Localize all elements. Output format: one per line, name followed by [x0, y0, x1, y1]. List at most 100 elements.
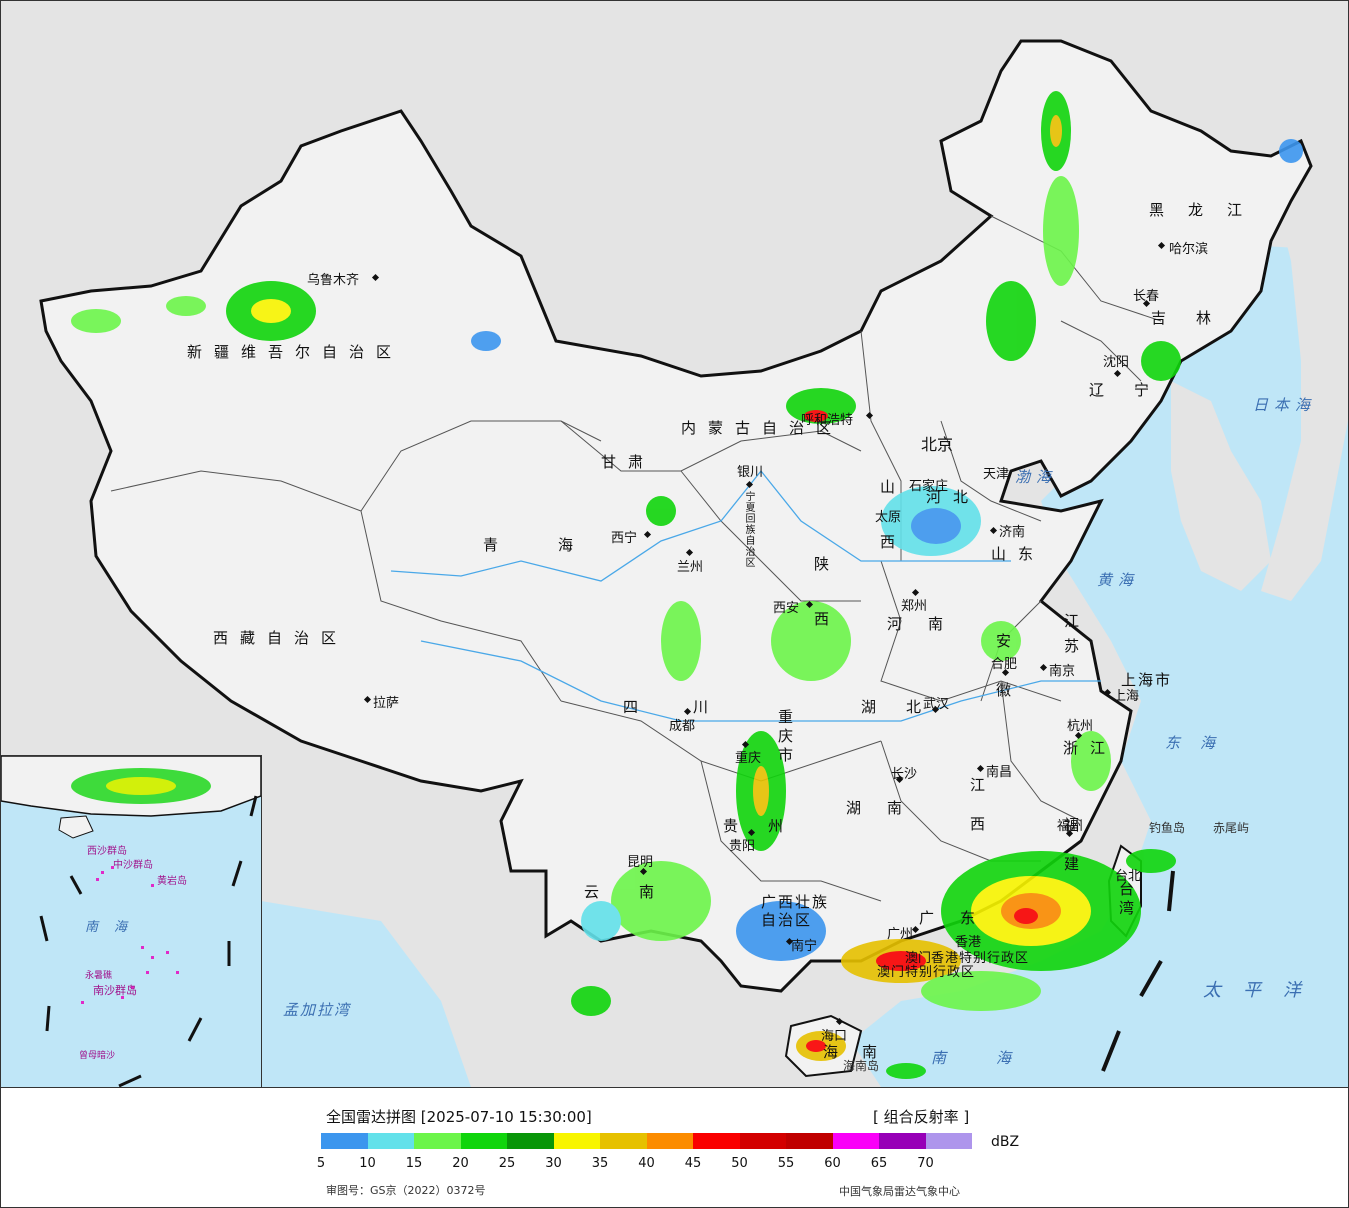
legend-swatch — [367, 1133, 414, 1149]
province-label-macao: 澳门特别行政区 — [877, 965, 976, 980]
city-label-chongqing: 重庆 — [735, 751, 762, 766]
city-label-yinchuan: 银川 — [737, 465, 764, 480]
legend-swatch — [879, 1133, 926, 1149]
legend-swatch — [693, 1133, 740, 1149]
city-label-taiyuan: 太原 — [875, 510, 902, 525]
review-number: 审图号：GS京（2022）0372号 — [326, 1184, 486, 1197]
radar-map: 新疆维吾尔自治区 西藏自治区 青海 甘肃 内蒙古自治区 黑龙江 吉林 辽宁 河北… — [1, 1, 1348, 1087]
province-label-jiangsu: 江苏 — [1062, 613, 1080, 663]
province-label-hainan: 海南 — [823, 1043, 902, 1061]
province-label-shanxi: 山西 — [878, 479, 896, 589]
city-label-lhasa: 拉萨 — [373, 696, 400, 711]
province-label-liaoning: 辽宁 — [1089, 381, 1180, 399]
legend-tick-label: 65 — [870, 1156, 888, 1171]
city-label-zhengzhou: 郑州 — [901, 599, 928, 614]
legend-tick-label: 5 — [316, 1156, 326, 1171]
sea-label-bay-of-bengal: 孟加拉湾 — [283, 1001, 352, 1019]
island-label-chiwei: 赤尾屿 — [1213, 821, 1250, 835]
legend-swatch — [321, 1133, 368, 1149]
legend-swatch — [507, 1133, 554, 1149]
city-label-taipei: 台北 — [1115, 869, 1142, 884]
province-label-anhui: 安徽 — [994, 633, 1012, 731]
legend-tick-label: 20 — [452, 1156, 469, 1171]
city-label-hangzhou: 杭州 — [1067, 719, 1094, 734]
sea-label-huanghai: 黄海 — [1097, 571, 1140, 589]
legend-tick-label: 60 — [824, 1156, 841, 1171]
legend-swatch — [600, 1133, 647, 1149]
province-label-hubei: 湖北 — [861, 698, 952, 716]
sea-label-japan-sea: 日本海 — [1253, 396, 1317, 414]
legend-swatch — [925, 1133, 972, 1149]
city-label-shijiazhuang: 石家庄 — [909, 479, 949, 494]
province-label-heilongjiang: 黑龙江 — [1149, 201, 1267, 219]
legend-tick-label: 40 — [638, 1156, 655, 1171]
city-label-nanjing: 南京 — [1049, 664, 1076, 679]
japan-land — [1261, 121, 1348, 601]
city-label-lanzhou: 兰州 — [677, 560, 704, 575]
legend-swatch — [414, 1133, 461, 1149]
inset-maritime-marks — [39, 795, 258, 1087]
province-label-guangdong: 广东 — [919, 909, 1002, 927]
legend-colorbar — [321, 1133, 972, 1149]
province-label-jilin: 吉林 — [1151, 309, 1242, 327]
legend-tick-label: 15 — [405, 1156, 423, 1171]
sea-label-bohai: 渤海 — [1015, 468, 1058, 486]
province-label-jiangxi: 江西 — [968, 777, 986, 855]
city-label-haikou: 海口 — [821, 1029, 848, 1044]
province-label-fujian: 福建 — [1062, 817, 1080, 895]
legend-swatch — [553, 1133, 600, 1149]
city-label-nanning: 南宁 — [791, 939, 818, 954]
legend-swatch — [646, 1133, 693, 1149]
province-label-taiwan: 台湾 — [1117, 881, 1135, 919]
city-label-jinan: 济南 — [999, 525, 1026, 540]
city-label-macao: 澳门 — [905, 951, 932, 966]
legend-title: 全国雷达拼图 [2025-07-10 15:30:00] — [326, 1108, 592, 1126]
province-label-xizang: 西藏自治区 — [213, 629, 349, 647]
city-label-xining: 西宁 — [611, 531, 638, 546]
radar-echoes — [71, 91, 1303, 1079]
city-label-hohhot: 呼和浩特 — [801, 413, 854, 428]
inset-label-xisha: 西沙群岛 — [87, 846, 127, 857]
city-label-nanchang: 南昌 — [986, 765, 1013, 780]
legend-swatch — [786, 1133, 833, 1149]
inset-label-zhongsha: 中沙群岛 — [113, 860, 153, 871]
city-label-fuzhou: 福州 — [1057, 819, 1084, 834]
province-label-guangxi: 广西壮族自治区 — [761, 893, 830, 929]
city-label-chengdu: 成都 — [669, 719, 696, 734]
province-label-henan: 河南 — [887, 615, 970, 633]
legend-product: [ 组合反射率 ] — [873, 1108, 970, 1126]
province-label-sichuan: 四川 — [623, 698, 764, 716]
province-label-shandong: 山东 — [991, 545, 1046, 563]
city-label-guangzhou: 广州 — [887, 927, 914, 942]
korea-land — [1171, 381, 1271, 591]
legend-tick-label: 30 — [545, 1156, 562, 1171]
province-label-hebei: 河北 — [926, 488, 981, 506]
legend-ticks: 5 10 15 20 25 30 35 40 45 50 55 60 65 70 — [1, 1156, 1348, 1174]
city-label-beijing: 北京 — [921, 435, 954, 454]
china-land — [39, 39, 1313, 993]
province-label-shaanxi: 陕西 — [812, 556, 830, 666]
province-label-hongkong: 香港特别行政区 — [931, 951, 1030, 966]
province-label-yunnan: 云南 — [584, 883, 695, 901]
province-label-neimenggu: 内蒙古自治区 — [681, 419, 844, 437]
island-label-hainan-island: 海南岛 — [843, 1059, 880, 1073]
bay-of-bengal — [261, 901, 471, 1087]
inset-label-nanhai: 南海 — [85, 920, 144, 935]
legend-tick-label: 35 — [591, 1156, 609, 1171]
city-label-tianjin: 天津 — [983, 467, 1010, 482]
legend-swatch — [460, 1133, 507, 1149]
province-label-gansu: 甘肃 — [601, 453, 656, 471]
province-label-zhejiang: 浙江 — [1063, 739, 1118, 757]
credit-label: 中国气象局雷达气象中心 — [839, 1185, 960, 1198]
inset-label-nansha: 南沙群岛 — [93, 984, 137, 997]
city-label-changchun: 长春 — [1133, 289, 1160, 304]
province-label-shanghai: 上海市 — [1121, 671, 1173, 689]
city-label-xian: 西安 — [773, 601, 800, 616]
province-label-ningxia: 宁夏回族自治区 — [743, 491, 754, 568]
legend-panel: 全国雷达拼图 [2025-07-10 15:30:00] [ 组合反射率 ] 5… — [1, 1087, 1348, 1207]
legend-swatch — [739, 1133, 786, 1149]
inset-canvas — [1, 756, 261, 1087]
city-label-hefei: 合肥 — [991, 657, 1018, 672]
legend-tick-label: 55 — [777, 1156, 795, 1171]
